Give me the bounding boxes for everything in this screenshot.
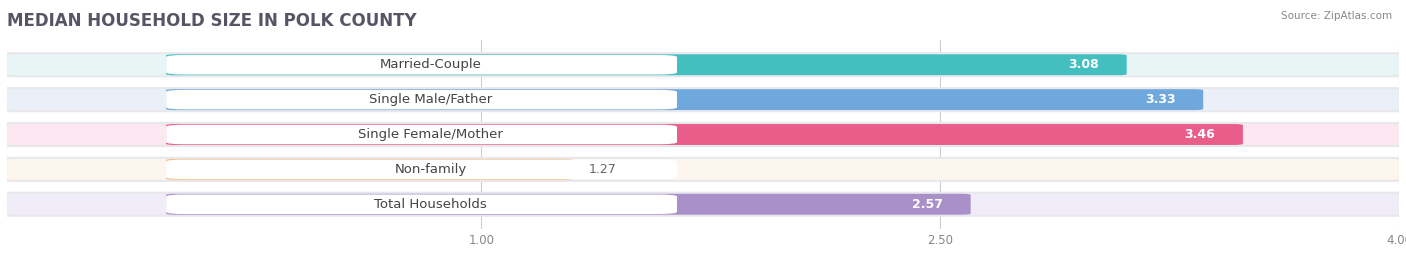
FancyBboxPatch shape — [166, 194, 970, 215]
Text: 3.08: 3.08 — [1069, 58, 1099, 71]
FancyBboxPatch shape — [166, 90, 678, 109]
FancyBboxPatch shape — [7, 54, 1399, 75]
FancyBboxPatch shape — [7, 194, 1399, 215]
Text: Source: ZipAtlas.com: Source: ZipAtlas.com — [1281, 11, 1392, 21]
FancyBboxPatch shape — [0, 192, 1406, 217]
Text: 3.33: 3.33 — [1144, 93, 1175, 106]
FancyBboxPatch shape — [0, 52, 1406, 77]
Text: Total Households: Total Households — [374, 198, 486, 211]
FancyBboxPatch shape — [0, 157, 1406, 182]
FancyBboxPatch shape — [166, 160, 678, 179]
Text: MEDIAN HOUSEHOLD SIZE IN POLK COUNTY: MEDIAN HOUSEHOLD SIZE IN POLK COUNTY — [7, 12, 416, 30]
FancyBboxPatch shape — [166, 54, 1126, 75]
FancyBboxPatch shape — [166, 159, 574, 180]
Text: Single Female/Mother: Single Female/Mother — [359, 128, 503, 141]
Text: Non-family: Non-family — [395, 163, 467, 176]
Text: Single Male/Father: Single Male/Father — [370, 93, 492, 106]
FancyBboxPatch shape — [7, 159, 1399, 180]
FancyBboxPatch shape — [166, 89, 1204, 110]
FancyBboxPatch shape — [0, 122, 1406, 147]
Text: 1.27: 1.27 — [588, 163, 616, 176]
FancyBboxPatch shape — [7, 89, 1399, 110]
FancyBboxPatch shape — [166, 124, 1243, 145]
FancyBboxPatch shape — [166, 55, 678, 75]
Text: Married-Couple: Married-Couple — [380, 58, 482, 71]
Text: 2.57: 2.57 — [912, 198, 943, 211]
Text: 3.46: 3.46 — [1185, 128, 1215, 141]
FancyBboxPatch shape — [166, 194, 678, 214]
FancyBboxPatch shape — [7, 124, 1399, 145]
FancyBboxPatch shape — [0, 87, 1406, 112]
FancyBboxPatch shape — [166, 125, 678, 144]
